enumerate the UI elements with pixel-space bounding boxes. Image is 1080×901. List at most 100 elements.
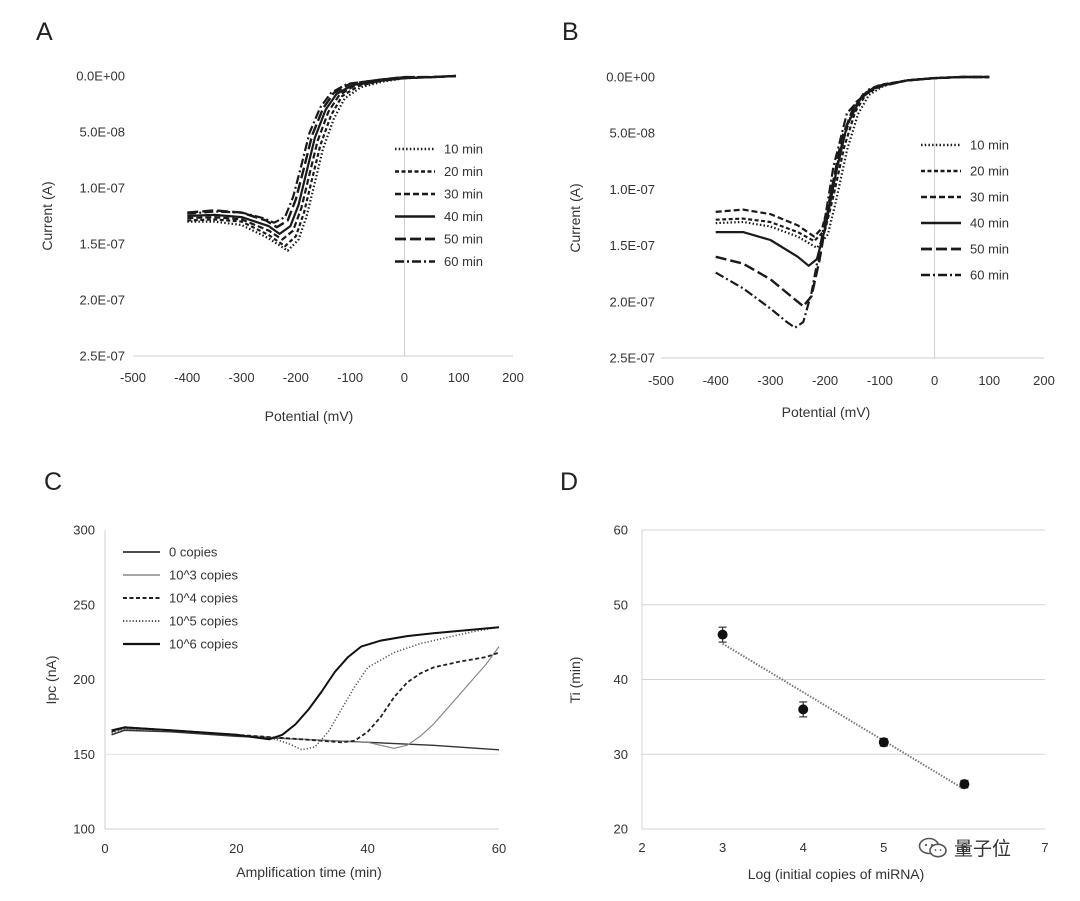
legend-label: 10 min bbox=[970, 138, 1009, 153]
y-tick-label: 2.0E-07 bbox=[79, 293, 125, 308]
data-point bbox=[878, 737, 889, 748]
legend-label: 50 min bbox=[970, 242, 1009, 257]
panel-label: A bbox=[36, 18, 53, 46]
watermark: 量子位 bbox=[918, 834, 1011, 861]
y-tick-label: 200 bbox=[73, 672, 95, 687]
x-tick-label: 0 bbox=[931, 373, 938, 388]
series-line bbox=[187, 74, 457, 235]
y-tick-label: 300 bbox=[73, 523, 95, 538]
data-point bbox=[717, 629, 728, 640]
y-tick-label: 2.5E-07 bbox=[609, 351, 655, 366]
x-tick-label: 60 bbox=[492, 841, 506, 856]
x-tick-label: 100 bbox=[448, 370, 470, 385]
y-tick-label: 100 bbox=[73, 822, 95, 837]
y-axis-title: Current (A) bbox=[567, 183, 583, 252]
x-tick-label: -500 bbox=[648, 373, 674, 388]
x-tick-label: 4 bbox=[800, 840, 807, 855]
y-tick-label: 2.5E-07 bbox=[79, 349, 125, 364]
x-tick-label: -100 bbox=[337, 370, 363, 385]
y-tick-label: 30 bbox=[614, 747, 628, 762]
trendline bbox=[722, 642, 965, 791]
legend-label: 60 min bbox=[970, 268, 1009, 283]
watermark-text: 量子位 bbox=[954, 838, 1012, 860]
panel-label: C bbox=[44, 468, 62, 496]
chart-panel-D: D 20 30 40 50 60 2 3 4 5 6 7 Log (initial copies of … bbox=[560, 468, 1049, 882]
x-tick-label: -300 bbox=[757, 373, 783, 388]
series-line bbox=[715, 75, 990, 329]
y-tick-label: 40 bbox=[614, 672, 628, 687]
y-tick-label: 0.0E+00 bbox=[606, 70, 655, 85]
x-tick-label: 6 bbox=[961, 840, 968, 855]
x-axis-title: Potential (mV) bbox=[782, 404, 871, 420]
x-tick-label: 0 bbox=[101, 841, 108, 856]
x-tick-label: -400 bbox=[703, 373, 729, 388]
series-line bbox=[111, 651, 500, 744]
x-tick-label: -200 bbox=[812, 373, 838, 388]
x-tick-label: 200 bbox=[502, 370, 524, 385]
x-tick-label: 3 bbox=[719, 840, 726, 855]
y-tick-label: 50 bbox=[614, 597, 628, 612]
x-axis-title: Potential (mV) bbox=[265, 408, 354, 424]
series-line bbox=[187, 74, 457, 229]
chart-panel-C: C 100 150 200 250 300 0 20 40 60 Amplification tim… bbox=[43, 468, 506, 880]
y-tick-label: 5.0E-08 bbox=[79, 125, 125, 140]
x-tick-label: 100 bbox=[978, 373, 1000, 388]
y-tick-label: 1.5E-07 bbox=[79, 237, 125, 252]
x-tick-label: 200 bbox=[1033, 373, 1055, 388]
y-tick-label: 150 bbox=[73, 747, 95, 762]
legend-label: 10^5 copies bbox=[169, 614, 238, 629]
x-tick-label: -300 bbox=[229, 370, 255, 385]
data-point bbox=[959, 779, 970, 790]
legend-label: 60 min bbox=[444, 254, 483, 269]
legend-label: 30 min bbox=[970, 190, 1009, 205]
series-line bbox=[187, 74, 457, 248]
legend-label: 20 min bbox=[970, 164, 1009, 179]
x-tick-label: 40 bbox=[360, 841, 374, 856]
y-tick-label: 0.0E+00 bbox=[76, 69, 125, 84]
y-axis-title: Ti (min) bbox=[567, 657, 583, 704]
legend-label: 10 min bbox=[444, 142, 483, 157]
x-tick-label: 2 bbox=[638, 840, 645, 855]
y-tick-label: 5.0E-08 bbox=[609, 126, 655, 141]
legend-label: 40 min bbox=[444, 209, 483, 224]
legend-label: 30 min bbox=[444, 187, 483, 202]
panel-label: D bbox=[560, 468, 578, 496]
y-tick-label: 1.5E-07 bbox=[609, 238, 655, 253]
panel-label: B bbox=[562, 18, 579, 46]
series-line bbox=[187, 74, 457, 252]
series-line bbox=[715, 75, 990, 308]
x-axis-title: Log (initial copies of miRNA) bbox=[748, 866, 925, 882]
x-tick-label: -200 bbox=[283, 370, 309, 385]
series-line bbox=[111, 626, 500, 741]
y-tick-label: 20 bbox=[614, 822, 628, 837]
legend-label: 50 min bbox=[444, 232, 483, 247]
legend-label: 10^4 copies bbox=[169, 591, 238, 606]
y-tick-label: 250 bbox=[73, 597, 95, 612]
y-tick-label: 60 bbox=[614, 523, 628, 538]
series-line bbox=[111, 646, 500, 749]
y-tick-label: 1.0E-07 bbox=[609, 182, 655, 197]
chart-panel-A: A 0.0E+00 5.0E-08 1.0E-07 1.5E-07 2.0E-07 2.5E… bbox=[36, 18, 524, 424]
y-axis-title: Current (A) bbox=[39, 181, 55, 250]
legend-label: 0 copies bbox=[169, 545, 218, 560]
wechat-icon bbox=[918, 837, 947, 857]
series-line bbox=[715, 75, 990, 238]
x-tick-label: 0 bbox=[401, 370, 408, 385]
chart-panel-B: B 0.0E+00 5.0E-08 1.0E-07 1.5E-07 2.0E-07 2.5E… bbox=[562, 18, 1055, 420]
x-tick-label: 7 bbox=[1041, 840, 1048, 855]
x-tick-label: -100 bbox=[867, 373, 893, 388]
y-axis-title: Ipc (nA) bbox=[43, 655, 59, 704]
x-axis-title: Amplification time (min) bbox=[236, 864, 381, 880]
x-tick-label: -500 bbox=[120, 370, 146, 385]
series-line bbox=[187, 74, 457, 224]
legend-label: 10^3 copies bbox=[169, 568, 238, 583]
y-tick-label: 2.0E-07 bbox=[609, 294, 655, 309]
data-point bbox=[798, 704, 809, 715]
legend-label: 10^6 copies bbox=[169, 637, 238, 652]
y-tick-label: 1.0E-07 bbox=[79, 181, 125, 196]
x-tick-label: 20 bbox=[229, 841, 243, 856]
series-line bbox=[715, 75, 990, 243]
x-tick-label: 5 bbox=[880, 840, 887, 855]
x-tick-label: -400 bbox=[174, 370, 200, 385]
